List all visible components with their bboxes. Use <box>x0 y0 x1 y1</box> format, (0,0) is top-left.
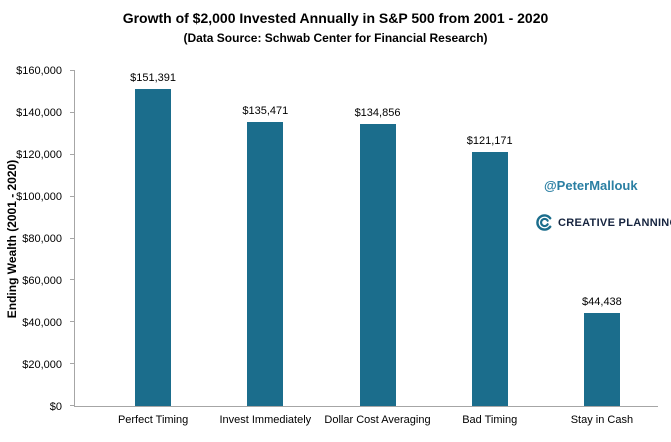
y-tick-mark <box>70 111 75 113</box>
chart-subtitle: (Data Source: Schwab Center for Financia… <box>183 31 488 45</box>
bar-slot: $121,171 Bad Timing <box>434 71 546 426</box>
x-axis-label: Dollar Cost Averaging <box>324 414 431 426</box>
bars-container: $151,391 Perfect Timing $135,471 Invest Imm… <box>75 71 658 426</box>
bar-value-label: $134,856 <box>354 106 401 119</box>
y-tick-label: $60,000 <box>22 275 62 287</box>
creative-planning-logo-text: CREATIVE PLANNING <box>558 217 671 229</box>
creative-planning-logo: CREATIVE PLANNING® <box>536 213 671 231</box>
bar-invest-immediately <box>247 122 284 406</box>
x-axis-label: Perfect Timing <box>117 414 189 426</box>
y-tick-mark <box>70 153 75 155</box>
y-tick-mark <box>70 405 75 406</box>
y-tick-label: $40,000 <box>22 317 62 329</box>
y-tick-label: $140,000 <box>16 107 62 119</box>
y-tick-label: $20,000 <box>22 359 62 371</box>
bar-value-label: $44,438 <box>582 295 622 308</box>
x-axis-label: Bad Timing <box>462 414 518 426</box>
x-axis-label: Invest Immediately <box>219 414 312 426</box>
bar-slot: $151,391 Perfect Timing <box>97 71 209 426</box>
y-tick-label: $80,000 <box>22 233 62 245</box>
y-tick-mark <box>70 70 75 71</box>
y-tick-mark <box>70 279 75 281</box>
y-tick-mark <box>70 321 75 323</box>
creative-planning-logo-icon <box>536 213 553 231</box>
bar-dollar-cost-averaging <box>359 123 396 406</box>
y-tick-label: $0 <box>49 401 62 413</box>
y-tick-label: $120,000 <box>16 149 62 161</box>
y-tick-mark <box>70 363 75 365</box>
y-tick-label: $100,000 <box>16 191 62 203</box>
bar-value-label: $121,171 <box>466 135 513 148</box>
bar-slot: $134,856 Dollar Cost Averaging <box>321 71 433 426</box>
plot-area: $151,391 Perfect Timing $135,471 Invest Imm… <box>70 70 658 426</box>
chart-title: Growth of $2,000 Invested Annually in S&… <box>122 10 549 26</box>
bar-value-label: $135,471 <box>242 105 289 118</box>
bar-perfect-timing <box>135 89 172 406</box>
y-tick-mark <box>70 237 75 239</box>
bar-slot: $44,438 Stay in Cash <box>546 71 658 426</box>
bar-bad-timing <box>471 152 508 406</box>
x-axis-label: Stay in Cash <box>570 414 634 426</box>
bar-stay-in-cash <box>583 312 620 406</box>
twitter-handle: @PeterMallouk <box>544 178 638 193</box>
bar-slot: $135,471 Invest Immediately <box>209 71 321 426</box>
bar-value-label: $151,391 <box>130 72 177 85</box>
y-tick-label: $160,000 <box>16 65 62 77</box>
y-tick-mark <box>70 195 75 197</box>
y-axis-tick-labels: $0 $20,000 $40,000 $60,000 $80,000 $100,000 $1… <box>0 65 68 413</box>
